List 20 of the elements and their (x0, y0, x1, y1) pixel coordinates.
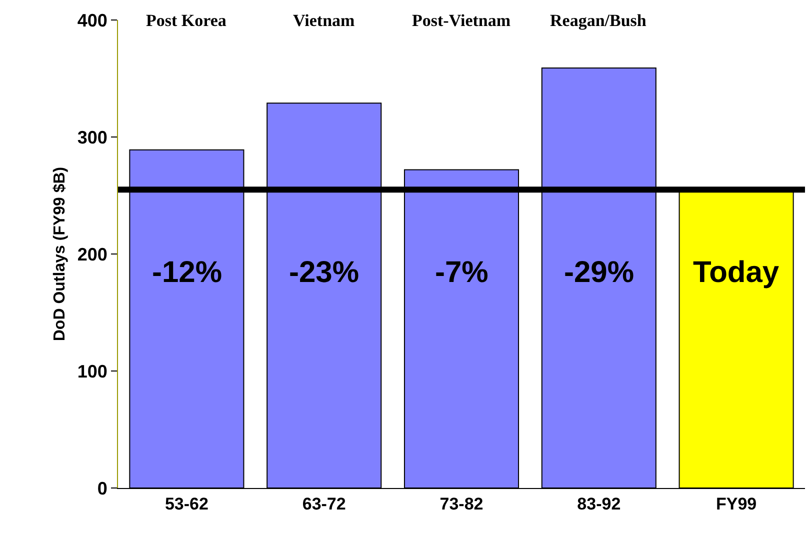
y-tick-label: 400 (77, 10, 108, 30)
annotation: -12% (152, 256, 222, 289)
y-tick-label: 100 (77, 361, 108, 382)
y-axis-title: DoD Outlays (FY99 $B) (51, 166, 68, 342)
x-tick-label: 53-62 (164, 494, 208, 514)
annotation: Today (693, 256, 780, 289)
x-tick-label: FY99 (716, 494, 757, 514)
annotation: Post Korea (146, 11, 227, 30)
annotation: Vietnam (293, 11, 355, 30)
annotation: -23% (289, 256, 360, 289)
x-tick-label: 73-82 (440, 494, 484, 514)
annotation: Reagan/Bush (550, 11, 647, 30)
y-tick-label: 0 (97, 478, 108, 498)
annotation: -29% (564, 256, 634, 289)
y-tick-label: 300 (77, 127, 108, 148)
x-tick-label: 83-92 (577, 494, 621, 514)
annotation: Post-Vietnam (412, 11, 511, 30)
y-tick-label: 200 (77, 244, 108, 264)
x-tick-label: 63-72 (302, 494, 346, 514)
annotation: -7% (435, 256, 488, 289)
